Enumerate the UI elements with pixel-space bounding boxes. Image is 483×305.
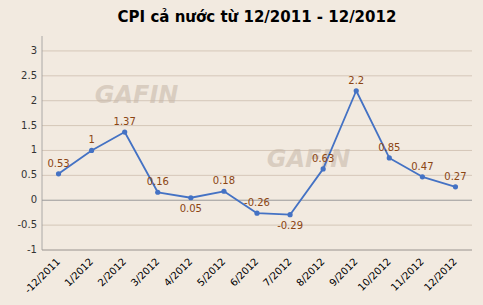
chart: CPI cả nước từ 12/2011 - 12/2012 GAFIN GAF… — [0, 0, 483, 305]
x-tick-label: 5/2012 — [195, 256, 228, 289]
grid-line — [42, 75, 472, 76]
y-tick-label: 2.5 — [21, 70, 37, 81]
point — [321, 166, 326, 171]
title: CPI cả nước từ 12/2011 - 12/2012 — [118, 8, 397, 26]
x-tick-label: 6/2012 — [228, 256, 261, 289]
data-label: 0.27 — [444, 171, 466, 182]
x-axis-line — [42, 250, 472, 251]
grid-line — [42, 250, 472, 251]
x-tick-label: 4/2012 — [162, 256, 195, 289]
point — [155, 190, 160, 195]
grid-line — [42, 100, 472, 101]
point — [56, 171, 61, 176]
y-tick-label: 2 — [31, 95, 37, 106]
y-tick-label: 3 — [31, 45, 37, 56]
y-tick-label: -1 — [27, 244, 37, 255]
grid-line — [42, 125, 472, 126]
y-tick-label: 1 — [31, 144, 37, 155]
x-tick-label: 2/2012 — [96, 256, 129, 289]
grid-line — [42, 225, 472, 226]
y-axis-line — [42, 36, 43, 250]
data-label: 1.37 — [114, 116, 136, 127]
x-tick-label: -12/2011 — [22, 256, 62, 296]
data-label: -0.26 — [244, 197, 270, 208]
x-tick-label: 11/2012 — [389, 256, 426, 293]
data-label: -0.29 — [277, 220, 303, 231]
data-label: 2.2 — [348, 75, 364, 86]
x-tick-label: 8/2012 — [294, 256, 327, 289]
point — [453, 184, 458, 189]
data-label: 0.85 — [378, 142, 400, 153]
y-tick-label: 0 — [31, 194, 37, 205]
y-tick-label: -0.5 — [17, 219, 37, 230]
data-label: 0.53 — [47, 158, 69, 169]
point — [221, 189, 226, 194]
data-label: 0.16 — [147, 176, 169, 187]
data-label: 0.18 — [213, 175, 235, 186]
data-label: 1 — [88, 134, 94, 145]
point — [188, 195, 193, 200]
point — [254, 211, 259, 216]
point — [287, 212, 292, 217]
grid-line — [42, 150, 472, 151]
x-tick-label: 12/2012 — [422, 256, 459, 293]
grid-line — [42, 50, 472, 51]
x-tick-label: 7/2012 — [261, 256, 294, 289]
x-tick-label: 3/2012 — [129, 256, 162, 289]
x-tick-label: 9/2012 — [327, 256, 360, 289]
data-label: 0.63 — [312, 153, 334, 164]
line — [59, 91, 456, 215]
watermark: GAFIN — [95, 81, 179, 109]
x-tick-label: 1/2012 — [62, 256, 95, 289]
point — [420, 174, 425, 179]
x-tick-label: 10/2012 — [356, 256, 393, 293]
plot-area — [56, 88, 458, 217]
y-tick-label: 0.5 — [21, 169, 37, 180]
point — [89, 148, 94, 153]
y-tick-label: 1.5 — [21, 120, 37, 131]
point — [387, 155, 392, 160]
point — [354, 88, 359, 93]
grid-line — [42, 175, 472, 176]
point — [122, 129, 127, 134]
data-label: 0.05 — [180, 203, 202, 214]
data-label: 0.47 — [411, 161, 433, 172]
watermark: GAFIN — [267, 145, 351, 173]
